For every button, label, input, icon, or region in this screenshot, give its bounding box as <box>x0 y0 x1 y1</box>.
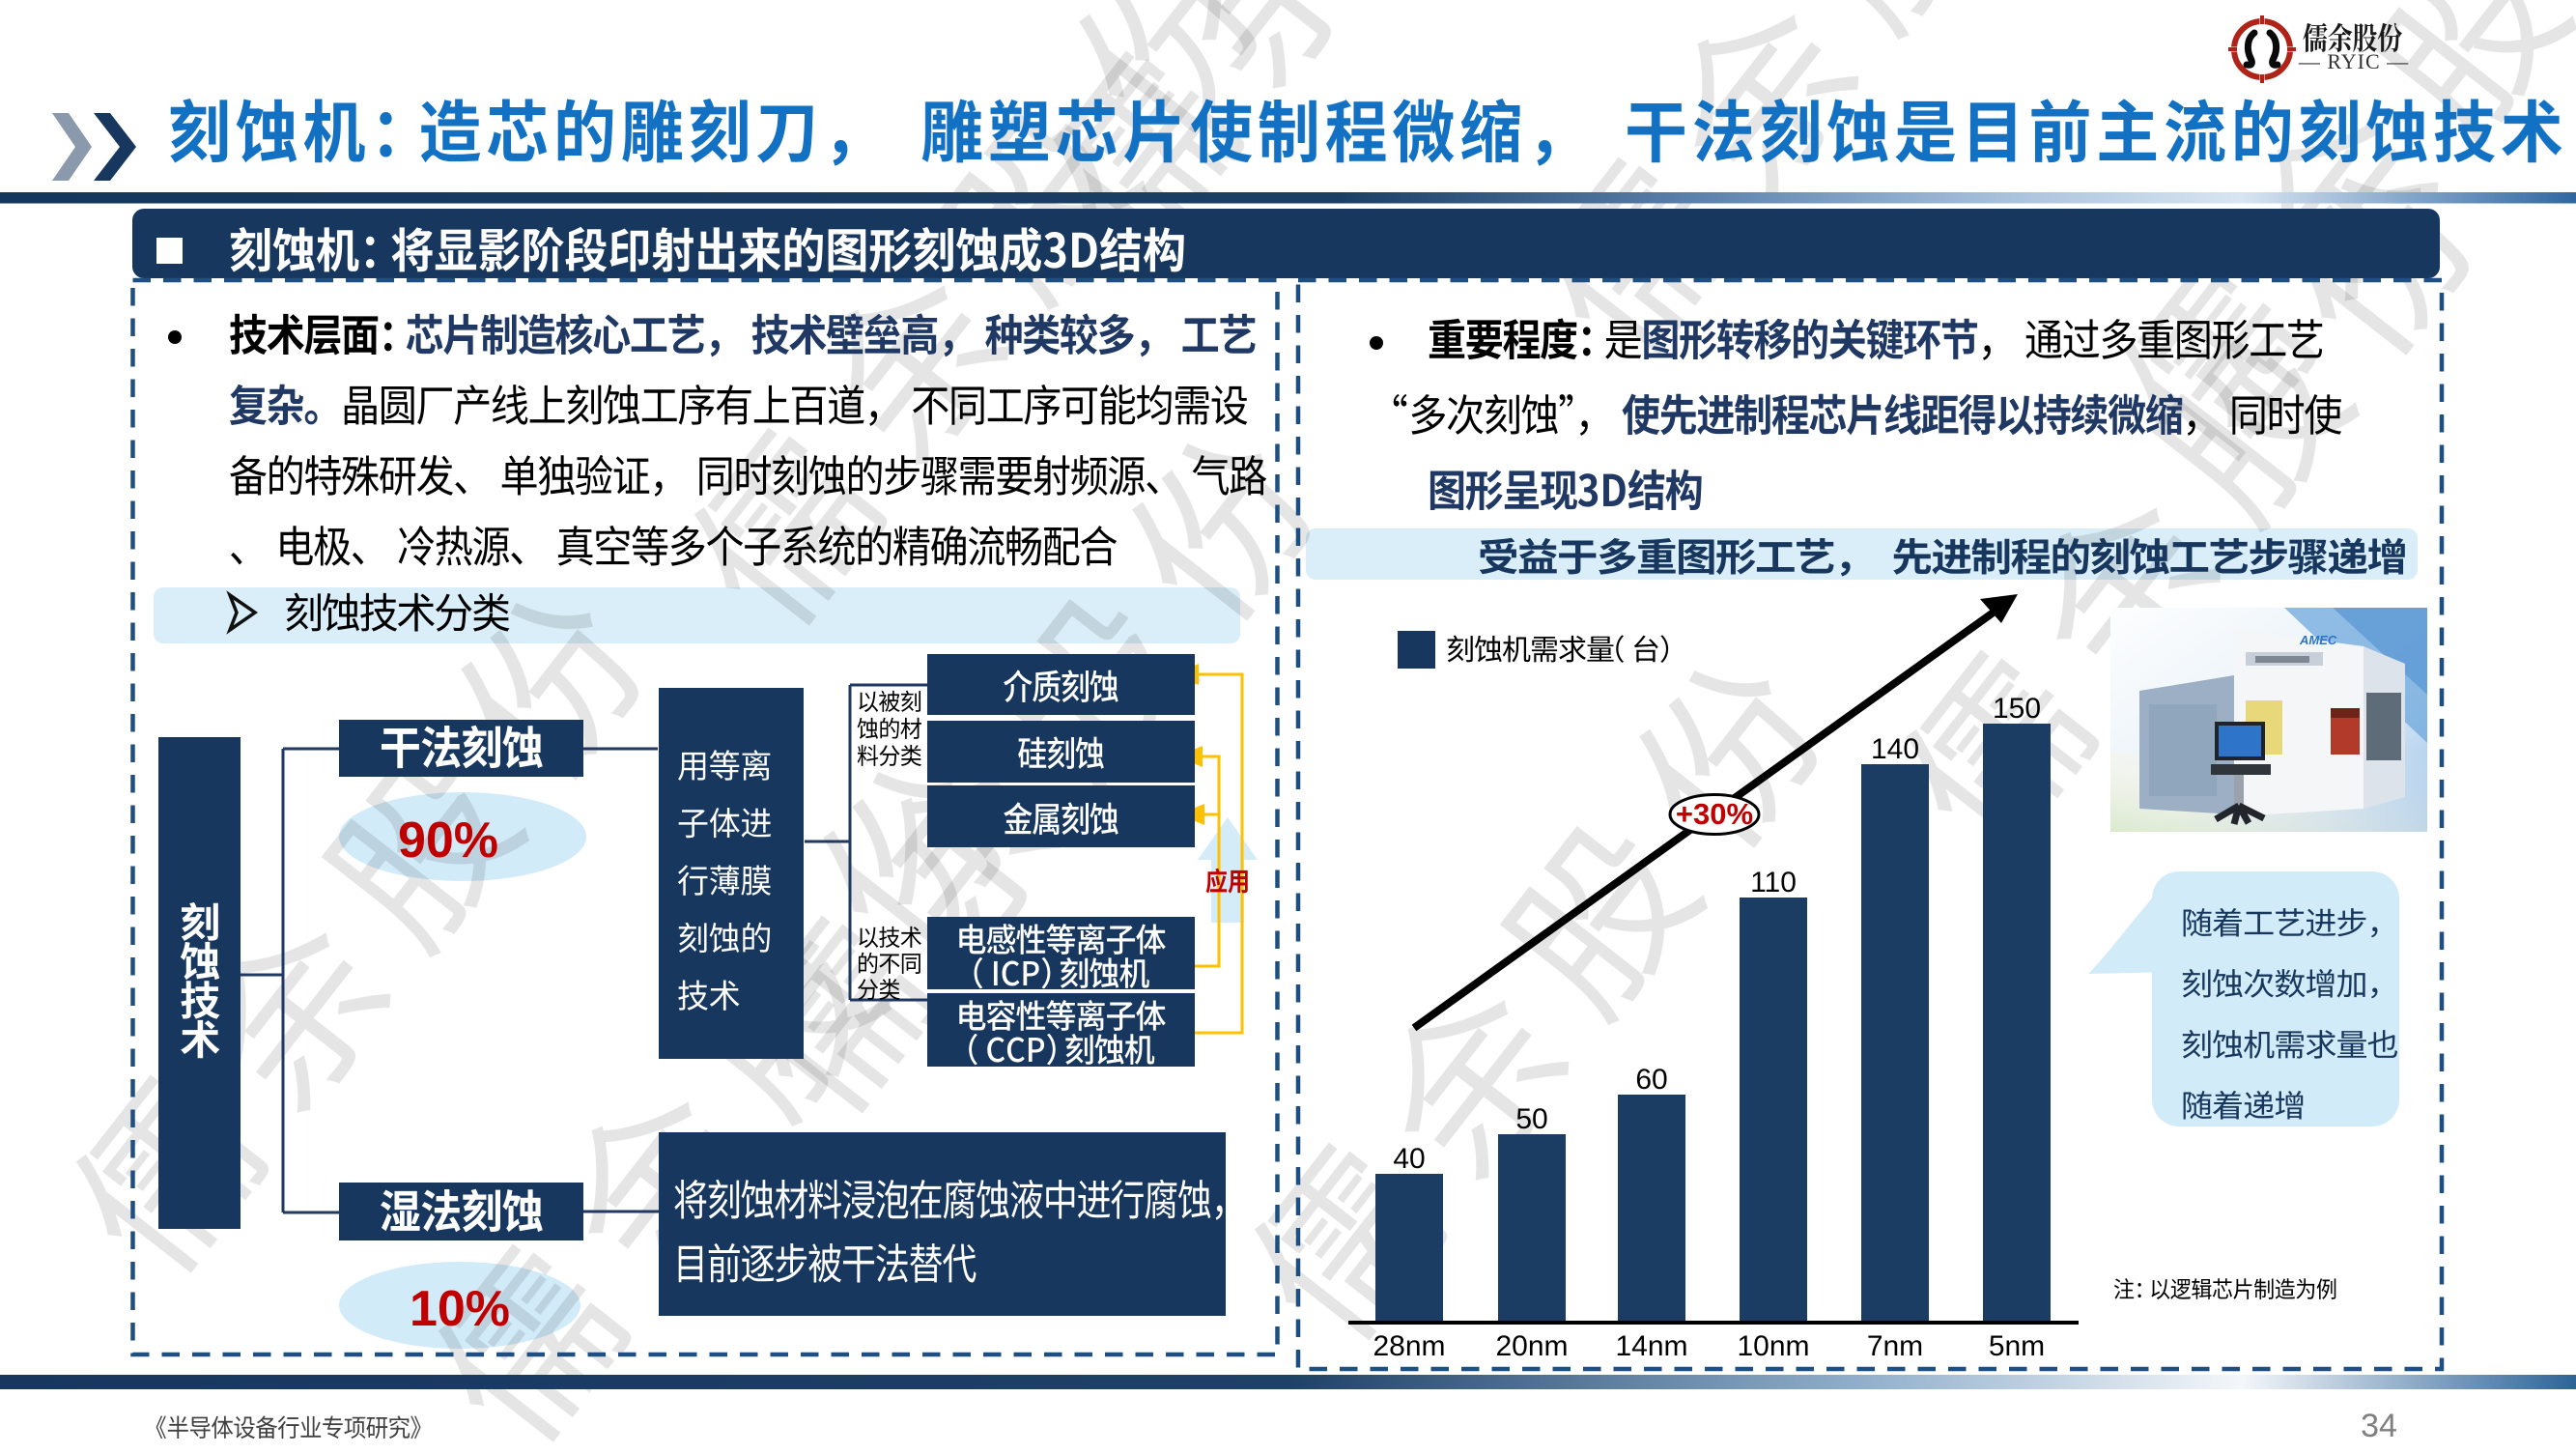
svg-text:28nm: 28nm <box>1373 1330 1445 1362</box>
svg-text:140: 140 <box>1871 733 1919 765</box>
svg-text:50: 50 <box>1515 1103 1547 1135</box>
svg-text:14nm: 14nm <box>1615 1330 1687 1362</box>
svg-text:— RYIC —: — RYIC — <box>2298 49 2409 73</box>
svg-text:40: 40 <box>1393 1143 1425 1175</box>
svg-text:110: 110 <box>1750 867 1797 898</box>
svg-text:60: 60 <box>1635 1064 1667 1096</box>
svg-text:5nm: 5nm <box>1989 1330 2045 1362</box>
svg-text:20nm: 20nm <box>1495 1330 1568 1362</box>
svg-text:150: 150 <box>1993 693 2041 725</box>
svg-text:10nm: 10nm <box>1737 1330 1809 1362</box>
svg-text:10%: 10% <box>410 1281 510 1337</box>
svg-text:34: 34 <box>2361 1408 2397 1444</box>
svg-text:AMEC: AMEC <box>2299 633 2337 647</box>
svg-text:+30%: +30% <box>1676 797 1753 831</box>
svg-text:90%: 90% <box>398 813 498 869</box>
svg-text:7nm: 7nm <box>1867 1330 1923 1362</box>
